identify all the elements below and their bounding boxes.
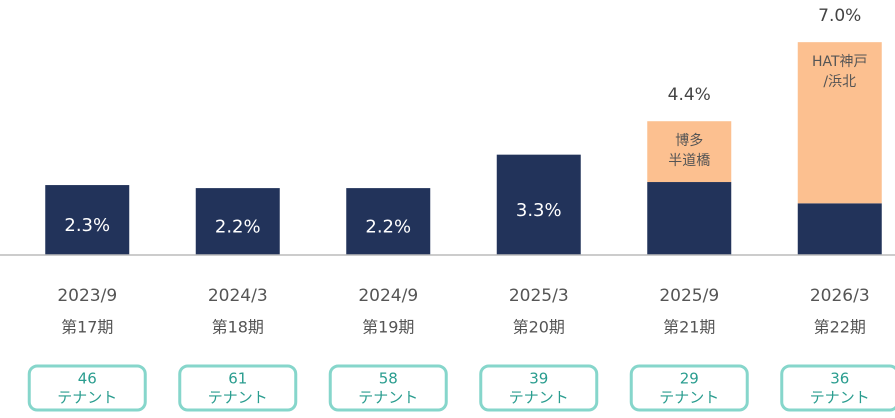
x-tick-label: 2025/3 — [509, 286, 569, 306]
tenant-count: 46 — [78, 370, 97, 388]
tenant-unit: テナント — [358, 389, 418, 407]
segment-label: /浜北 — [823, 74, 856, 90]
tenant-count: 29 — [680, 370, 699, 388]
period-label: 第18期 — [212, 318, 264, 337]
segment-label: HAT神戸 — [812, 54, 868, 70]
x-tick-label: 2026/3 — [810, 286, 870, 306]
period-label: 第19期 — [362, 318, 414, 337]
tenant-count: 36 — [830, 370, 849, 388]
tenant-box — [328, 364, 448, 412]
bar-segment — [797, 203, 882, 255]
value-label: 2.3% — [64, 215, 110, 236]
bar-segment — [647, 182, 732, 255]
value-label: 2.2% — [215, 217, 261, 238]
tenant-unit: テナント — [509, 389, 569, 407]
tenant-unit: テナント — [208, 389, 268, 407]
x-tick-label: 2024/3 — [208, 286, 268, 306]
segment-label: 博多 — [675, 132, 703, 149]
period-label: 第21期 — [663, 318, 715, 337]
tenant-unit: テナント — [810, 389, 870, 407]
tenant-box — [629, 364, 749, 412]
bar-segment — [797, 42, 882, 204]
period-label: 第17期 — [61, 318, 113, 337]
bar-segment — [496, 154, 581, 255]
total-label: 7.0% — [818, 6, 861, 26]
tenant-box — [178, 364, 298, 412]
tenant-box — [479, 364, 599, 412]
segment-label: 半道橋 — [668, 153, 710, 169]
x-tick-label: 2025/9 — [659, 286, 719, 306]
tenant-box — [27, 364, 147, 412]
bar-segment — [346, 188, 431, 255]
bar-segment — [647, 121, 732, 183]
period-label: 第22期 — [814, 318, 866, 337]
tenant-count: 61 — [228, 370, 247, 388]
bar-segment — [195, 188, 280, 255]
total-label: 4.4% — [668, 85, 711, 105]
x-tick-label: 2023/9 — [57, 286, 117, 306]
period-label: 第20期 — [513, 318, 565, 337]
tenant-unit: テナント — [57, 389, 117, 407]
tenant-unit: テナント — [659, 389, 719, 407]
tenant-count: 58 — [379, 370, 398, 388]
value-label: 3.3% — [516, 200, 562, 221]
value-label: 2.2% — [365, 217, 411, 238]
tenant-count: 39 — [529, 370, 548, 388]
x-tick-label: 2024/9 — [358, 286, 418, 306]
bar-segment — [45, 185, 130, 255]
tenant-box — [780, 364, 895, 412]
